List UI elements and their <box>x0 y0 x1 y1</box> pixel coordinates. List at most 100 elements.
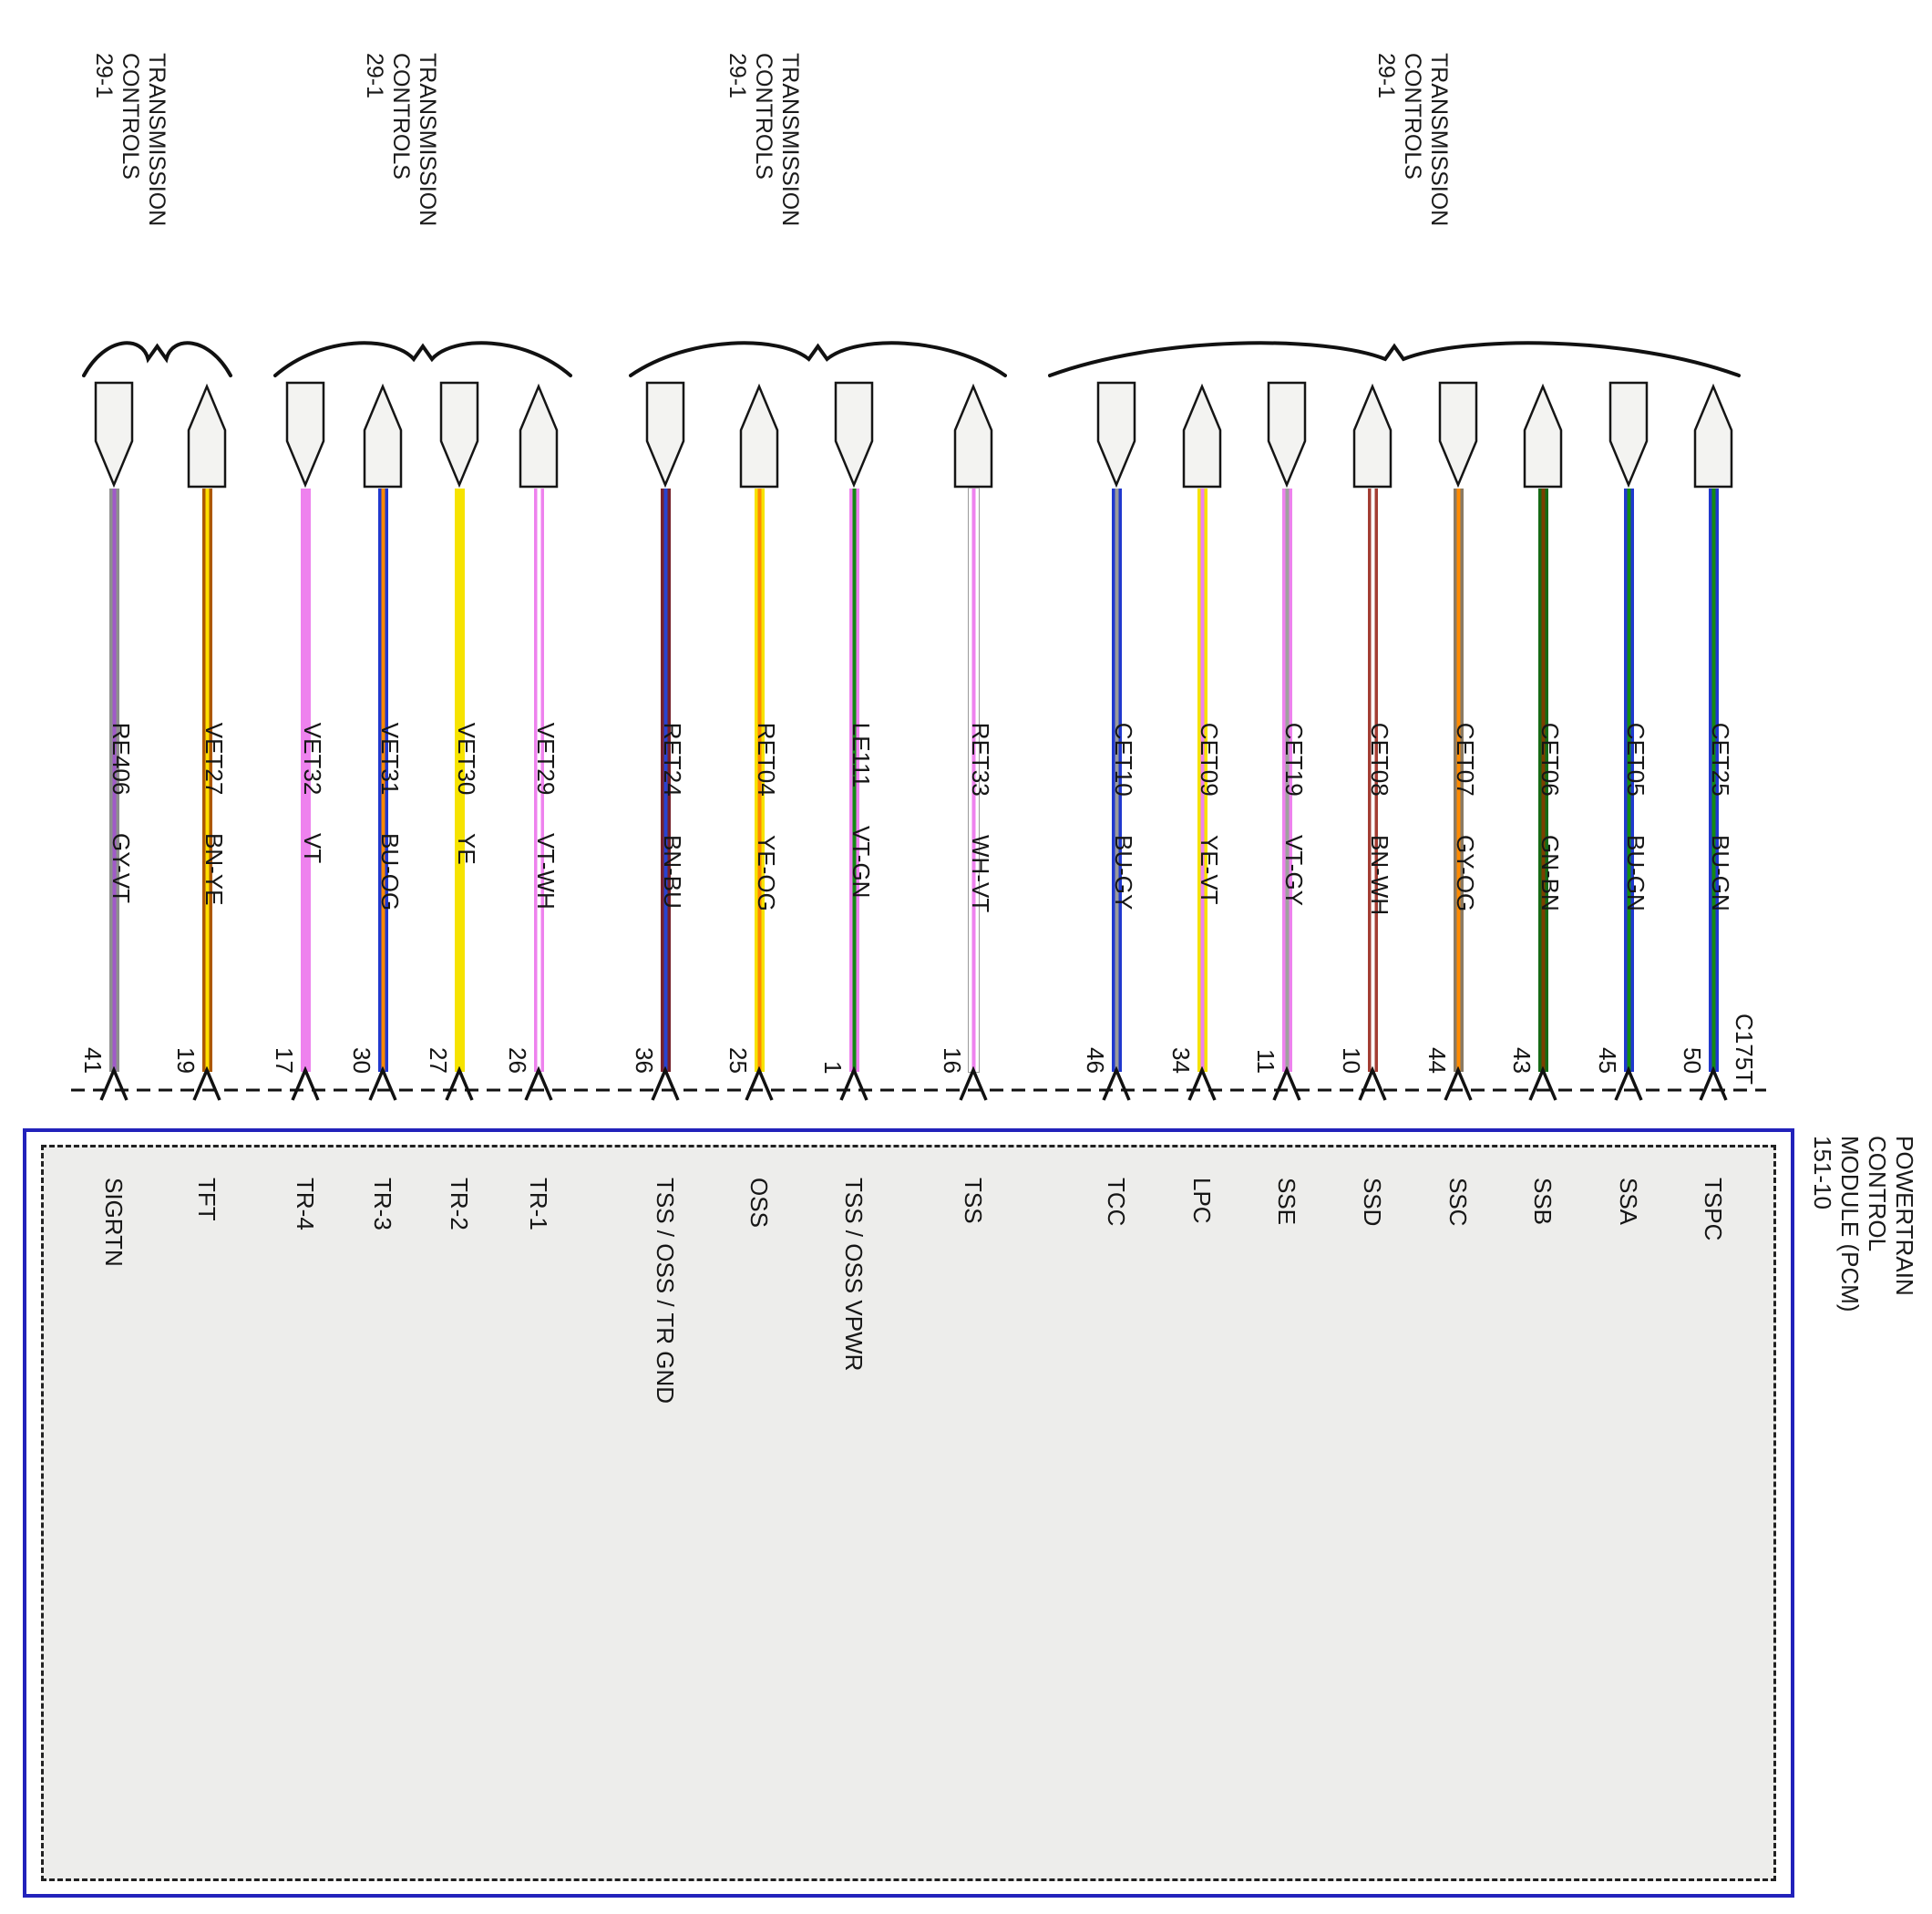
connector-c175t-label: C175T <box>1731 1013 1758 1085</box>
connector-terminal-icon <box>1267 381 1307 489</box>
connector-terminal-icon <box>1352 383 1392 489</box>
pcm-pin-label: TFT <box>193 1178 221 1221</box>
connector-terminal-icon <box>187 383 227 489</box>
pcm-pin-label: TSS / OSS VPWR <box>840 1178 868 1372</box>
wire-group: VET31 BU-OG 30 TR-3 <box>348 0 406 1914</box>
harness-header: TRANSMISSION CONTROLS 29-1 <box>1372 53 1452 226</box>
wire-color-code: BN-BU <box>659 834 686 909</box>
pin-number: 36 <box>631 1047 658 1074</box>
bundle-brace-icon <box>629 341 1007 377</box>
harness-header-line: TRANSMISSION <box>415 53 440 227</box>
harness-header-line: TRANSMISSION <box>1426 53 1452 227</box>
harness-header: TRANSMISSION CONTROLS 29-1 <box>361 53 440 226</box>
wire-group: CET05 BU-GN 45 SSA <box>1594 0 1652 1914</box>
pcm-pin-label: TSPC <box>1700 1178 1727 1241</box>
pin-number: 43 <box>1508 1047 1536 1074</box>
pcm-pin-label: SSE <box>1273 1178 1300 1226</box>
circuit-code: CET05 <box>1622 722 1649 797</box>
pin-number: 17 <box>271 1047 298 1074</box>
circuit-code: CET10 <box>1110 722 1137 797</box>
wire <box>1197 489 1208 1072</box>
wire-group: CET08 BN-WH 10 SSD <box>1338 0 1396 1914</box>
connector-terminal-icon <box>1608 381 1649 489</box>
wire-label: CET08 BN-WH <box>1337 670 1422 915</box>
harness-header-line: TRANSMISSION <box>144 53 170 227</box>
wire-group: VET32 VT 17 TR-4 <box>271 0 329 1914</box>
harness-header-line: TRANSMISSION <box>777 53 803 227</box>
wire-color-code: WH-VT <box>967 834 994 912</box>
wire-label: RE406 GY-VT <box>78 670 163 904</box>
circuit-code: CET25 <box>1707 722 1734 797</box>
wire-group: VET30 YE 27 TR-2 <box>425 0 483 1914</box>
circuit-code: LE111 <box>848 722 875 788</box>
pcm-title-line: MODULE (PCM) <box>1836 1136 1864 1312</box>
wire-label: CET09 YE-VT <box>1166 670 1251 905</box>
pcm-title: POWERTRAIN CONTROL MODULE (PCM) 151-10 <box>1809 1136 1918 1312</box>
wire-arrow-icon <box>99 1066 128 1101</box>
harness-header-line: CONTROLS <box>388 53 414 180</box>
harness-header-line: CONTROLS <box>751 53 776 180</box>
harness-header: TRANSMISSION CONTROLS 29-1 <box>724 53 803 226</box>
wire-group: RE406 GY-VT 41 SIGRTN <box>79 0 138 1914</box>
wire-arrow-icon <box>745 1066 774 1101</box>
pcm-pin-label: OSS <box>745 1178 773 1228</box>
wire-label: LE111 VT-GN <box>818 670 903 899</box>
wire-color-code: VT <box>299 833 326 864</box>
pcm-title-line: 151-10 <box>1809 1136 1836 1209</box>
wire-color-code: YE-VT <box>1196 834 1223 905</box>
wire <box>1111 489 1122 1072</box>
connector-terminal-icon <box>363 383 403 489</box>
pcm-pin-label: LPC <box>1188 1178 1216 1224</box>
connector-terminal-icon <box>1438 381 1478 489</box>
circuit-code: VET30 <box>453 722 480 796</box>
wire-group: CET07 GY-OG 44 SSC <box>1423 0 1482 1914</box>
pcm-inner-dashed-area <box>41 1145 1776 1881</box>
pin-number: 30 <box>348 1047 375 1074</box>
pin-number: 41 <box>79 1047 107 1074</box>
wire-color-code: GY-OG <box>1452 834 1479 912</box>
circuit-code: CET19 <box>1280 722 1308 797</box>
wire-arrow-icon <box>1614 1066 1643 1101</box>
pin-number: 26 <box>504 1047 531 1074</box>
wire-label: CET05 BU-GN <box>1593 670 1678 911</box>
pin-number: 1 <box>819 1060 847 1074</box>
wire <box>533 489 544 1072</box>
circuit-code: CET07 <box>1452 722 1479 797</box>
pcm-pin-label: TR-3 <box>369 1178 396 1230</box>
pcm-pin-label: SSC <box>1444 1178 1472 1227</box>
wire-label: RET04 YE-OG <box>724 670 808 911</box>
pin-number: 10 <box>1338 1047 1365 1074</box>
wire-label: CET10 BU-GY <box>1081 670 1166 910</box>
pcm-title-line: CONTROL <box>1864 1136 1891 1252</box>
wire-label: RET24 BN-BU <box>630 670 714 909</box>
wire-group: CET25 BU-GN 50 TSPC <box>1679 0 1737 1914</box>
wire-color-code: VT-GN <box>848 826 875 899</box>
wire-arrow-icon <box>651 1066 680 1101</box>
wire-label: VET31 BU-OG <box>347 670 432 911</box>
wire-color-code: BU-GY <box>1110 834 1137 911</box>
pcm-pin-label: SSD <box>1359 1178 1386 1227</box>
harness-header-line: 29-1 <box>362 53 387 99</box>
wire <box>1708 489 1719 1072</box>
wire-color-code: VT-WH <box>532 833 560 911</box>
wire-arrow-icon <box>291 1066 320 1101</box>
wire-group: VET27 BN-YE 19 TFT <box>172 0 231 1914</box>
wire-color-code: GN-BN <box>1536 834 1564 911</box>
connector-dashed-line <box>71 1088 1766 1092</box>
circuit-code: CET08 <box>1366 722 1393 797</box>
wire-arrow-icon <box>445 1066 474 1101</box>
wire-group: RET33 WH-VT 16 TSS <box>939 0 997 1914</box>
wire-label: VET29 VT-WH <box>503 670 588 910</box>
wire-arrow-icon <box>1358 1066 1387 1101</box>
wire-group: CET06 GN-BN 43 SSB <box>1508 0 1567 1914</box>
circuit-code: RET33 <box>967 722 994 797</box>
pcm-pin-label: TSS <box>960 1178 987 1224</box>
pcm-pin-label: SSA <box>1615 1178 1642 1226</box>
wire-arrow-icon <box>524 1066 553 1101</box>
wire-arrow-icon <box>1102 1066 1131 1101</box>
wire-label: CET19 VT-GY <box>1251 670 1336 906</box>
pcm-pin-label: TSS / OSS / TR GND <box>652 1178 679 1405</box>
pin-number: 25 <box>724 1047 752 1074</box>
wire <box>300 489 311 1072</box>
